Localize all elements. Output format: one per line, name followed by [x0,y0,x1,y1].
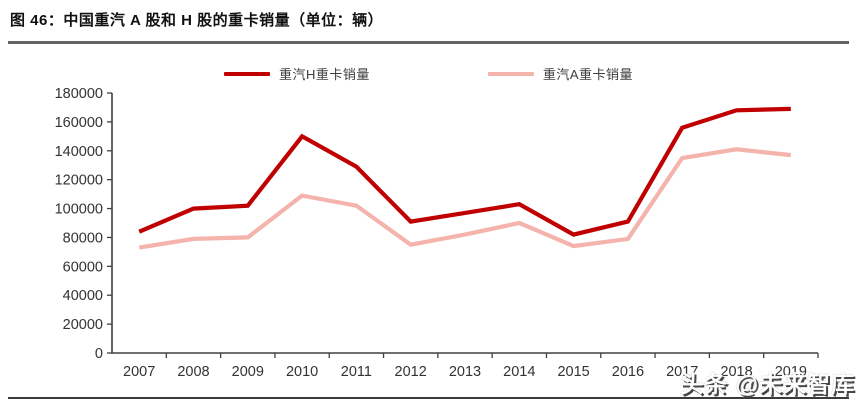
x-axis-label: 2015 [557,364,589,380]
y-axis-label: 80000 [63,230,103,246]
x-axis-label: 2007 [123,364,155,380]
bottom-divider [8,397,849,399]
x-axis-label: 2019 [775,364,807,380]
x-axis-label: 2010 [286,364,318,380]
x-axis-label: 2011 [341,364,372,380]
y-axis-label: 140000 [55,144,103,160]
y-axis-label: 0 [95,346,103,362]
series-a-line [138,147,792,250]
watermark: 头条 @未来智库 [680,365,855,399]
figure-title: 图 46：中国重汽 A 股和 H 股的重卡销量（单位：辆） [10,12,384,29]
x-axis-label: 2014 [503,364,535,380]
watermark-text: 头条 @未来智库 [680,371,855,397]
axis-lines [111,93,818,354]
y-axis-label: 60000 [63,259,103,275]
x-axis-label: 2012 [395,364,427,380]
legend-label-a: 重汽A重卡销量 [542,67,634,82]
y-axis-label: 120000 [55,173,103,189]
x-axis-label: 2013 [449,364,481,380]
chart-legend: 重汽H重卡销量 重汽A重卡销量 [0,64,857,83]
title-divider [8,41,849,44]
x-axis-label: 2009 [232,364,264,380]
legend-item-h-series: 重汽H重卡销量 [223,64,370,83]
y-axis-label: 100000 [55,202,103,218]
x-axis-label: 2018 [720,364,752,380]
x-axis-label: 2017 [666,364,698,380]
y-axis-label: 20000 [63,317,103,333]
legend-label-h: 重汽H重卡销量 [278,67,370,82]
x-axis-label: 2008 [177,364,209,380]
y-axis-label: 180000 [55,86,103,102]
legend-line-swatch-h [223,71,270,76]
y-axis-label: 160000 [55,115,103,131]
legend-line-swatch-a [487,71,534,76]
series-h-line [138,106,791,237]
legend-item-a-series: 重汽A重卡销量 [487,64,634,83]
y-axis-label: 40000 [63,288,103,304]
x-axis-label: 2016 [612,364,644,380]
